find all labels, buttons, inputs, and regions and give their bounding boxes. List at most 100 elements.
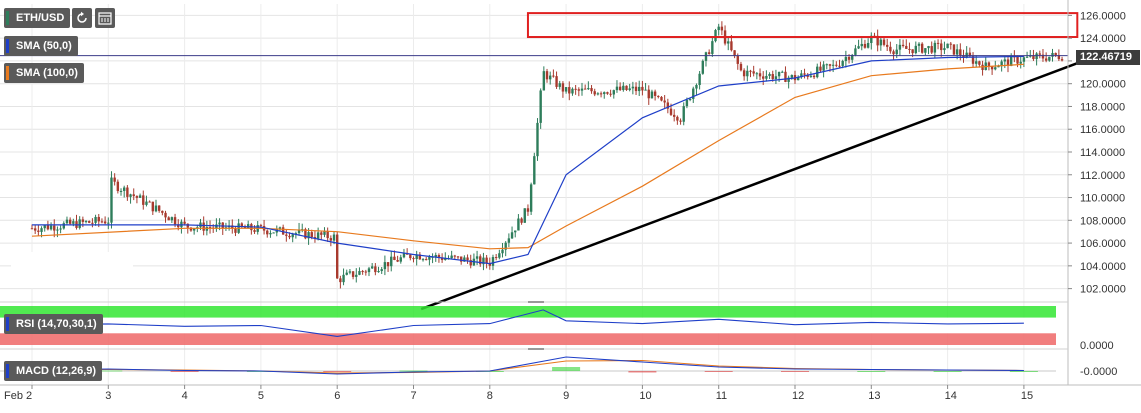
candle-body-183 xyxy=(612,90,615,95)
macd-legend-label: MACD (12,26,9) xyxy=(16,365,97,377)
candle-body-166 xyxy=(558,83,561,87)
candle-body-241 xyxy=(796,77,800,81)
macd-series xyxy=(31,356,1024,375)
candle-body-236 xyxy=(781,71,784,73)
candle-body-203 xyxy=(676,116,679,121)
candle-body-239 xyxy=(790,75,794,78)
candle-body-125 xyxy=(428,257,431,260)
candle-body-87 xyxy=(307,232,310,239)
candle-body-49 xyxy=(186,223,189,228)
candle-body-172 xyxy=(577,89,581,91)
candle-body-245 xyxy=(809,75,813,77)
candle-body-9 xyxy=(59,228,62,230)
candle-body-102 xyxy=(355,274,358,277)
symbol-tag[interactable]: ETH/USD xyxy=(4,8,71,28)
candle-body-232 xyxy=(768,74,771,76)
candle-body-148 xyxy=(501,249,504,254)
candle-body-185 xyxy=(618,86,622,91)
candle-body-152 xyxy=(514,230,517,233)
candle-body-20 xyxy=(94,216,97,223)
price-tick-label-1: 104.0000 xyxy=(1080,261,1126,273)
refresh-button[interactable] xyxy=(72,8,92,28)
candle-body-10 xyxy=(62,223,65,229)
candle-body-191 xyxy=(638,86,641,92)
annotations xyxy=(0,12,1079,311)
candle-body-275 xyxy=(905,46,908,49)
rsi-oversold-zone xyxy=(0,333,1056,345)
price-axis: 102.0000 104.0000 106.0000 108.0000 110.0000… xyxy=(1067,0,1126,385)
candle-body-229 xyxy=(758,73,762,77)
candle-body-140 xyxy=(475,256,479,259)
candle-body-0 xyxy=(30,228,34,230)
candle-body-279 xyxy=(917,43,921,46)
candle-body-81 xyxy=(288,235,291,238)
price-tick-label-9: 120.0000 xyxy=(1080,79,1126,91)
candle-body-223 xyxy=(739,63,743,71)
rsi-legend-marker xyxy=(6,317,9,331)
sma50-legend[interactable]: SMA (50,0) xyxy=(4,36,78,56)
candle-body-160 xyxy=(539,90,542,123)
candle-body-216 xyxy=(717,26,720,31)
candle-body-188 xyxy=(628,88,631,91)
candle-body-196 xyxy=(653,91,657,96)
refresh-icon xyxy=(77,11,87,23)
candle-body-2 xyxy=(37,230,40,232)
candle-body-19 xyxy=(91,222,94,224)
candle-body-250 xyxy=(825,64,828,66)
calendar-icon xyxy=(98,12,112,25)
candle-body-8 xyxy=(56,229,59,231)
candle-body-76 xyxy=(272,232,275,234)
candle-body-277 xyxy=(911,49,914,54)
candle-body-311 xyxy=(1019,61,1022,64)
candle-body-267 xyxy=(879,39,883,46)
candle-body-146 xyxy=(494,257,498,259)
rsi-legend[interactable]: RSI (14,70,30,1) xyxy=(4,314,103,334)
date-tick-label-1: 3 xyxy=(105,390,111,402)
candle-body-249 xyxy=(822,64,825,71)
candle-body-150 xyxy=(507,238,511,243)
candle-body-94 xyxy=(329,238,333,241)
price-tick-label-5: 112.0000 xyxy=(1080,170,1125,182)
date-tick-label-13: 15 xyxy=(1021,390,1033,402)
candle-body-278 xyxy=(914,45,918,54)
candle-body-4 xyxy=(43,225,46,229)
candle-body-200 xyxy=(666,102,670,109)
last-price-value: 122.46719 xyxy=(1080,51,1132,63)
macd-axis-label: -0.0000 xyxy=(1080,366,1117,378)
candle-body-303 xyxy=(994,67,997,70)
price-tick-label-12: 126.0000 xyxy=(1080,10,1126,22)
candle-body-13 xyxy=(72,221,75,224)
candle-body-217 xyxy=(720,26,724,31)
candle-body-290 xyxy=(952,44,956,55)
sma100-legend[interactable]: SMA (100,0) xyxy=(4,63,84,83)
candle-body-105 xyxy=(364,271,368,273)
candle-body-34 xyxy=(138,195,142,198)
candle-body-202 xyxy=(672,114,676,117)
candle-body-227 xyxy=(752,71,755,74)
candle-body-289 xyxy=(949,43,952,45)
price-tick-label-6: 114.0000 xyxy=(1080,147,1125,159)
candle-body-83 xyxy=(294,233,298,235)
candle-body-32 xyxy=(132,194,135,197)
macd-hist-bar-2 xyxy=(170,371,199,372)
calendar-button[interactable] xyxy=(95,8,115,28)
candle-body-98 xyxy=(342,274,345,283)
candle-body-189 xyxy=(631,86,635,89)
candle-body-316 xyxy=(1035,53,1038,60)
candle-body-40 xyxy=(157,205,161,211)
candle-body-82 xyxy=(291,234,294,238)
candle-body-96 xyxy=(336,234,339,279)
candle-body-153 xyxy=(517,218,520,231)
candle-body-56 xyxy=(208,227,212,229)
candle-body-211 xyxy=(701,60,705,74)
candle-body-285 xyxy=(936,42,940,44)
candle-body-26 xyxy=(113,177,116,182)
macd-legend-marker xyxy=(6,364,9,378)
macd-legend[interactable]: MACD (12,26,9) xyxy=(4,361,103,381)
candle-body-91 xyxy=(320,232,323,235)
candle-body-99 xyxy=(345,272,348,275)
symbol-tag-marker xyxy=(6,11,9,25)
candle-body-123 xyxy=(421,259,425,261)
